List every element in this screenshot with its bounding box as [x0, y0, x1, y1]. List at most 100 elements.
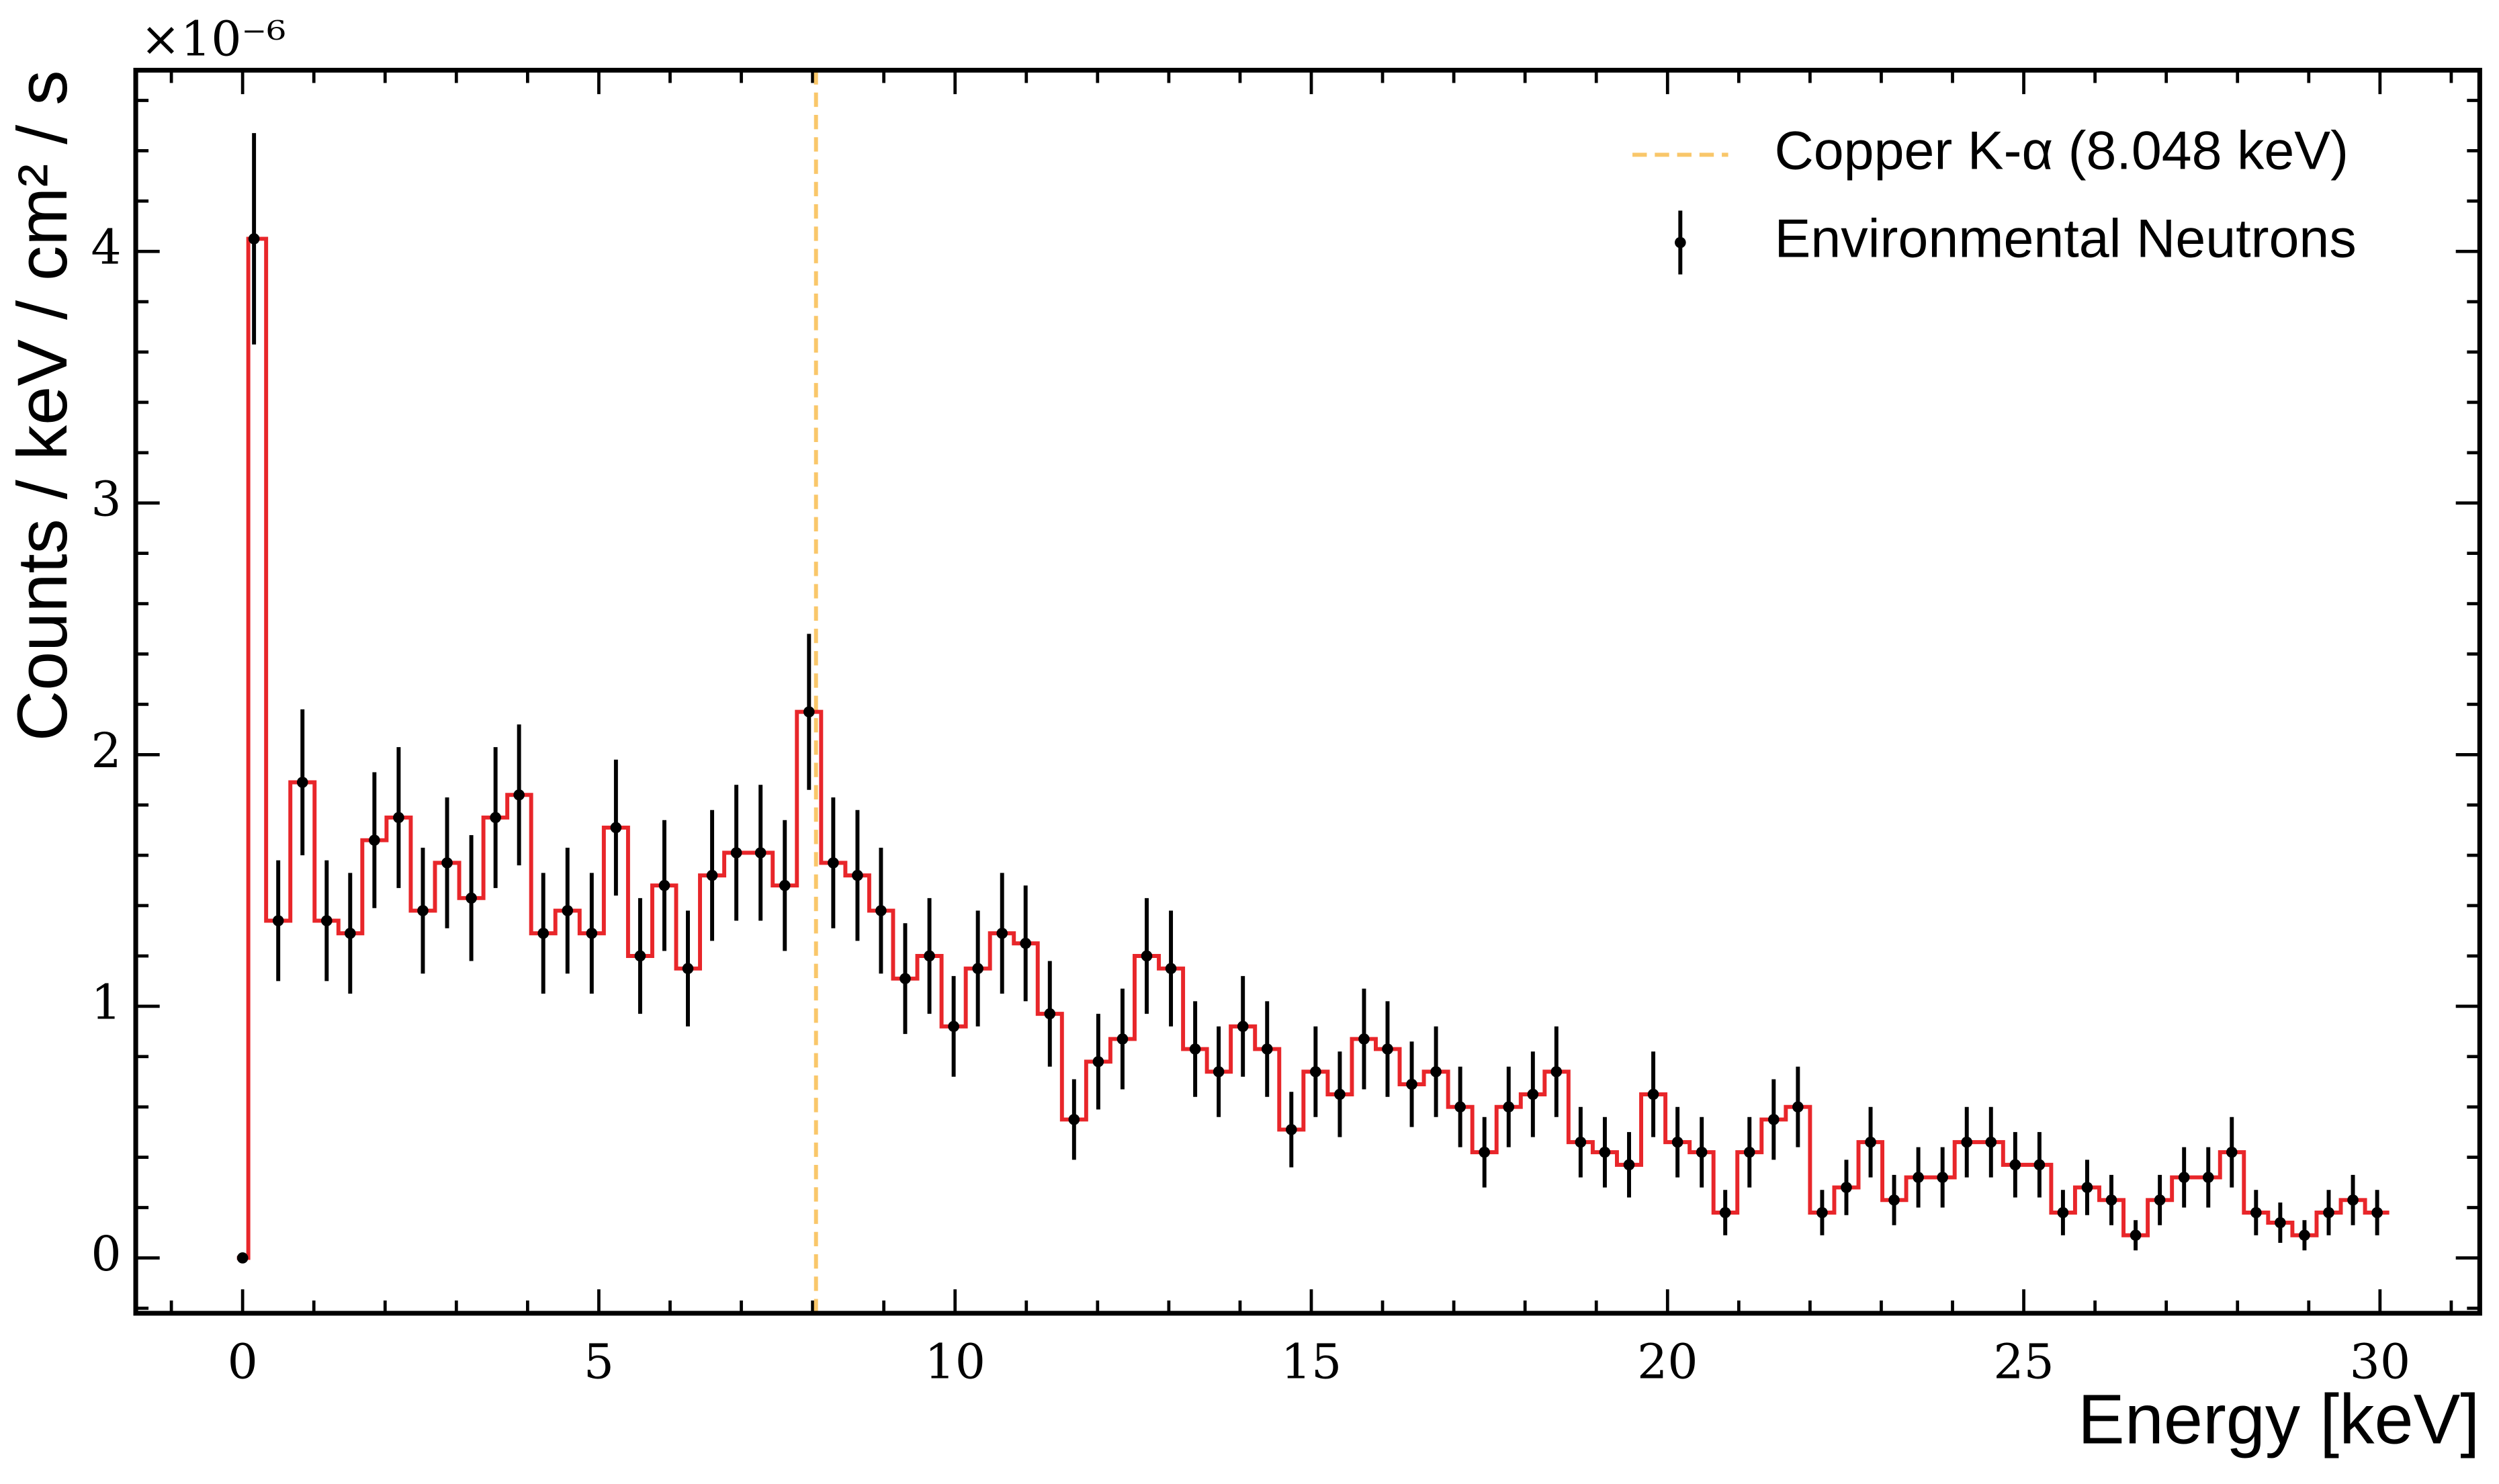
- data-point: [417, 905, 429, 916]
- data-point: [369, 834, 380, 846]
- data-point: [2154, 1194, 2166, 1206]
- data-point: [1623, 1159, 1635, 1171]
- data-point: [441, 857, 453, 869]
- data-point: [1985, 1136, 1997, 1148]
- data-point: [1550, 1065, 1563, 1078]
- y-tick-label: 0: [91, 1226, 121, 1282]
- data-point: [1285, 1124, 1297, 1135]
- data-point: [828, 857, 839, 869]
- data-point: [1020, 937, 1032, 949]
- x-axis-label: Energy [keV]: [2078, 1381, 2480, 1459]
- data-point: [1310, 1065, 1321, 1078]
- x-tick-label: 0: [227, 1334, 257, 1390]
- data-point: [1913, 1172, 1924, 1183]
- data-point: [779, 879, 791, 891]
- data-point: [1937, 1172, 1948, 1183]
- data-point: [466, 892, 477, 904]
- data-point: [706, 869, 718, 881]
- data-point: [2033, 1159, 2046, 1171]
- data-point: [972, 963, 983, 975]
- data-point: [1261, 1043, 1273, 1055]
- x-tick-label: 15: [1281, 1334, 1342, 1390]
- data-point: [1334, 1088, 1346, 1100]
- step-line: [236, 236, 2390, 1260]
- data-point: [272, 915, 284, 926]
- offset-text: ×10⁻⁶: [140, 11, 286, 67]
- x-tick-label: 30: [2350, 1334, 2411, 1390]
- data-point: [1503, 1101, 1515, 1113]
- data-point: [393, 812, 404, 824]
- x-tick-label: 10: [924, 1334, 985, 1390]
- x-tick-label: 5: [584, 1334, 614, 1390]
- data-point: [610, 822, 622, 834]
- data-point: [2009, 1159, 2021, 1171]
- data-point: [900, 973, 911, 984]
- data-point: [1792, 1101, 1804, 1113]
- data-point: [2178, 1172, 2190, 1183]
- data-point: [1719, 1207, 1731, 1219]
- legend-swatch: [1675, 236, 1686, 249]
- data-point: [730, 847, 742, 859]
- data-point: [2105, 1194, 2117, 1206]
- data-point: [2347, 1194, 2359, 1206]
- data-point: [1189, 1043, 1201, 1055]
- legend-label: Copper K-α (8.048 keV): [1774, 121, 2349, 181]
- data-point: [852, 869, 863, 881]
- data-point: [344, 927, 356, 939]
- data-point: [754, 847, 766, 859]
- data-point: [924, 950, 935, 962]
- data-point: [1430, 1065, 1442, 1078]
- data-point: [2371, 1207, 2383, 1219]
- data-point: [2299, 1229, 2310, 1241]
- data-point: [513, 789, 525, 801]
- data-point: [2130, 1229, 2142, 1241]
- data-point: [803, 706, 815, 717]
- data-point: [996, 927, 1008, 939]
- data-point: [1358, 1033, 1370, 1045]
- data-point: [490, 812, 501, 824]
- data-point: [948, 1020, 959, 1033]
- x-tick-label: 25: [1993, 1334, 2054, 1390]
- data-point: [1116, 1033, 1129, 1045]
- y-tick-label: 2: [91, 723, 121, 779]
- legend-label: Environmental Neutrons: [1774, 208, 2356, 269]
- data-point: [682, 963, 694, 975]
- y-axis-label: Counts / keV / cm² / s: [3, 71, 82, 742]
- data-point: [1454, 1101, 1466, 1113]
- data-point: [2081, 1182, 2093, 1193]
- data-point: [537, 927, 550, 939]
- data-point: [1841, 1182, 1852, 1193]
- data-point: [2202, 1172, 2214, 1183]
- data-point: [320, 915, 333, 926]
- plot-frame: [133, 67, 2482, 1316]
- data-point: [1479, 1146, 1491, 1158]
- data-point: [1165, 963, 1177, 975]
- y-tick-label: 4: [91, 220, 121, 275]
- data-point: [1696, 1146, 1708, 1158]
- data-point: [2323, 1207, 2334, 1219]
- data-point: [1575, 1136, 1587, 1148]
- data-point: [634, 950, 646, 962]
- data-point: [1141, 950, 1153, 962]
- data-point: [1213, 1065, 1225, 1078]
- data-point: [2226, 1146, 2238, 1158]
- data-point: [236, 1252, 249, 1264]
- data-point: [1068, 1114, 1080, 1125]
- data-point: [1647, 1088, 1659, 1100]
- data-point: [1237, 1020, 1249, 1033]
- y-tick-label: 1: [91, 974, 121, 1030]
- data-point: [1961, 1136, 1973, 1148]
- data-point: [2250, 1207, 2262, 1219]
- data-point: [586, 927, 598, 939]
- data-point: [248, 233, 260, 245]
- data-point: [1382, 1043, 1393, 1055]
- data-point: [1767, 1114, 1780, 1125]
- data-point: [1743, 1146, 1755, 1158]
- data-point: [1816, 1207, 1828, 1219]
- data-point: [2275, 1217, 2286, 1229]
- data-point: [1671, 1136, 1683, 1148]
- data-point: [1527, 1088, 1539, 1100]
- data-point: [2057, 1207, 2069, 1219]
